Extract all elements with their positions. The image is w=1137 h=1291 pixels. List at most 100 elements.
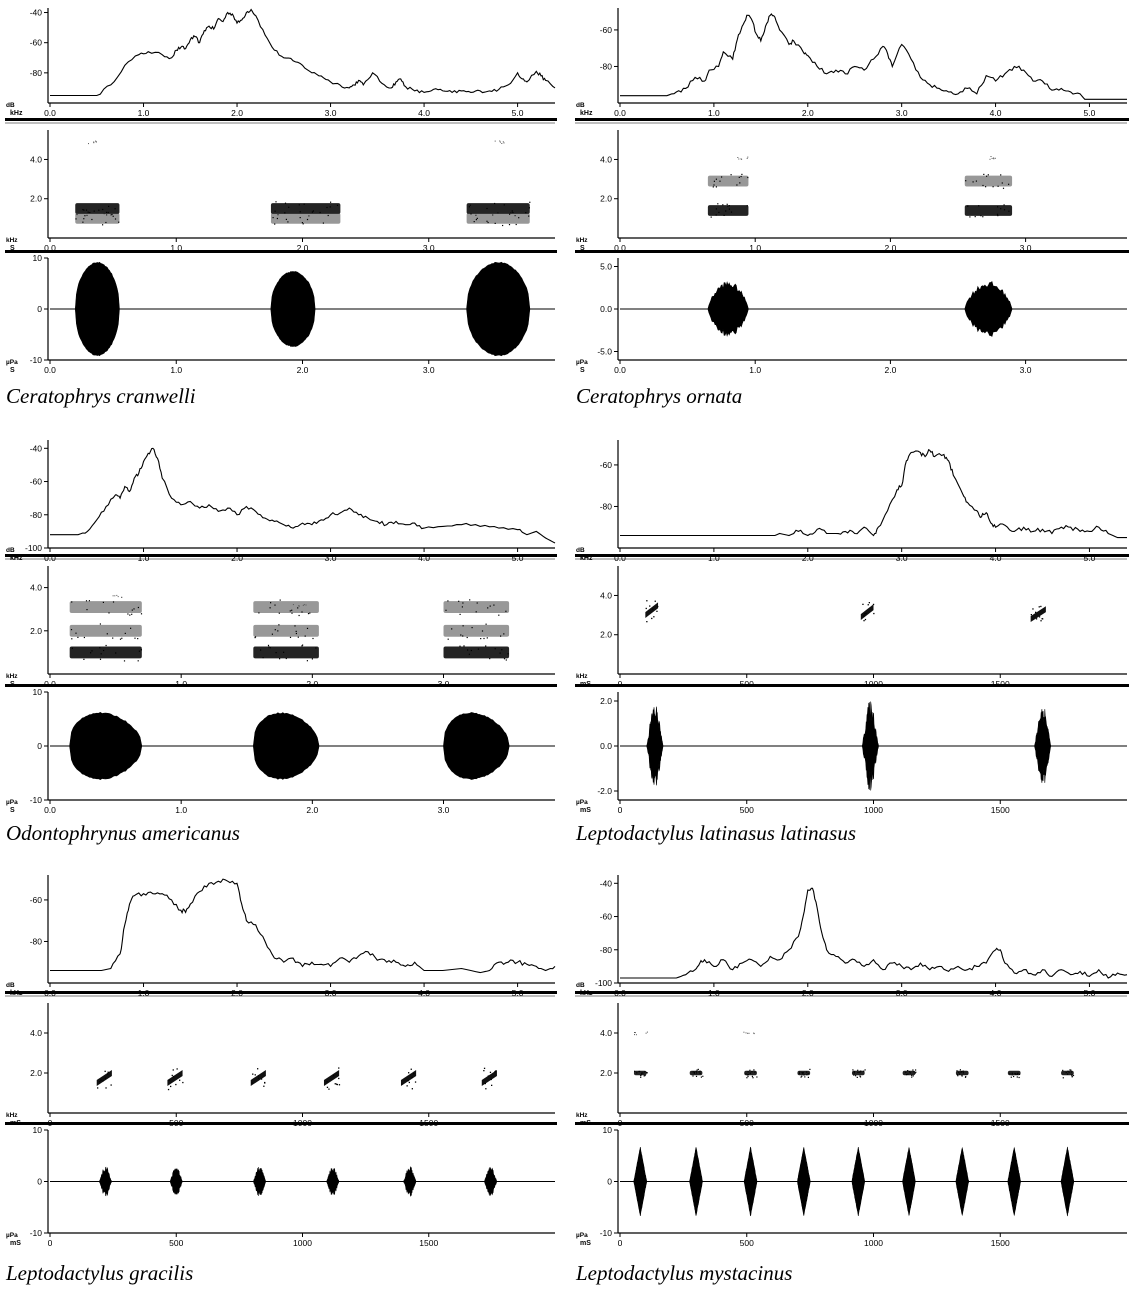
waveform-pulse <box>861 701 879 791</box>
spectrogram-speckle <box>741 158 743 160</box>
spectrogram-speckle <box>112 637 114 639</box>
spectrogram-speckle <box>338 1067 340 1069</box>
y-tick-label: -80 <box>600 61 613 71</box>
axis-unit-label: mS <box>10 1240 21 1247</box>
spectrogram-speckle <box>307 613 310 615</box>
spectrogram-speckle <box>1032 608 1034 610</box>
spectrogram-speckle <box>292 604 294 606</box>
spectrogram-speckle <box>260 649 262 651</box>
spectrogram-speckle <box>715 208 717 210</box>
spectrogram-speckle <box>634 1034 635 1036</box>
spectrogram-speckle <box>907 1070 909 1072</box>
spectrogram-speckle <box>114 208 116 210</box>
spectrogram-speckle <box>1003 209 1006 211</box>
spectrogram-speckle <box>336 204 339 206</box>
spectrogram-speckle <box>336 1083 338 1086</box>
waveform-pulse <box>646 706 664 786</box>
spectrogram-speckle <box>699 1072 701 1074</box>
spectrogram-speckle <box>413 1073 415 1075</box>
spectrogram-speckle <box>800 1076 802 1078</box>
spectrogram-note <box>707 175 749 187</box>
y-tick-label: 10 <box>33 687 43 697</box>
waveform-pulse <box>443 712 510 780</box>
spectrogram-speckle <box>274 223 276 225</box>
axis-unit-label: kHz <box>10 110 23 117</box>
spectrogram-speckle <box>501 143 503 144</box>
spectrogram-speckle <box>728 205 730 207</box>
spectrogram-chart: 2.04.0050010001500kHzmS <box>5 991 557 1128</box>
spectrogram-speckle <box>644 1071 646 1073</box>
spectrogram-speckle <box>480 638 482 640</box>
x-tick-label: 3.0 <box>1020 365 1032 375</box>
spectrogram-speckle <box>1002 187 1005 189</box>
spectrogram-speckle <box>172 1075 175 1078</box>
spectrogram-note <box>69 601 142 613</box>
spectrogram-speckle <box>801 1072 803 1074</box>
spectrogram-speckle <box>98 1081 101 1083</box>
spectrogram-speckle <box>653 616 655 618</box>
x-tick-label: 4.0 <box>418 108 430 118</box>
spectrogram-speckle <box>172 1069 174 1071</box>
spectrogram-speckle <box>294 625 296 627</box>
spectrogram-speckle <box>746 1077 748 1079</box>
spectrum-line <box>50 447 556 544</box>
spectrogram-speckle <box>93 210 95 212</box>
spectrogram-speckle <box>857 1069 859 1071</box>
spectrogram-speckle <box>338 1084 341 1086</box>
spectrogram-speckle <box>278 624 280 626</box>
spectrogram-speckle <box>170 1085 172 1088</box>
spectrogram-speckle <box>499 140 501 142</box>
spectrogram-speckle <box>328 1088 330 1090</box>
spectrogram-speckle <box>802 1073 804 1075</box>
spectrogram-speckle <box>972 181 974 183</box>
spectrogram-speckle <box>490 1078 492 1081</box>
spectrogram-speckle <box>646 1031 648 1033</box>
axis-unit-label: dB <box>576 547 585 554</box>
spectrogram-speckle <box>1035 611 1037 613</box>
y-tick-label: -80 <box>30 68 43 78</box>
spectrogram-speckle <box>411 1088 413 1090</box>
spectrogram-speckle <box>740 158 742 160</box>
waveform-pulse <box>1007 1146 1021 1217</box>
spectrogram-speckle <box>86 609 88 611</box>
x-tick-label: 1.0 <box>138 553 150 563</box>
spectrogram-speckle <box>1068 1071 1070 1073</box>
spectrogram-speckle <box>726 203 728 205</box>
spectrogram-speckle <box>749 1072 751 1074</box>
x-tick-label: 0.0 <box>44 365 56 375</box>
spectrogram-speckle <box>106 211 108 213</box>
spectrogram-speckle <box>997 185 999 187</box>
y-tick-label: 2.0 <box>600 1068 612 1078</box>
spectrogram-speckle <box>1001 182 1003 184</box>
spectrogram-speckle <box>986 175 988 177</box>
spectrogram-speckle <box>958 1071 960 1074</box>
spectrogram-speckle <box>959 1069 961 1071</box>
spectrogram-speckle <box>301 222 303 224</box>
spectrogram-speckle <box>745 1032 747 1034</box>
spectrogram-speckle <box>636 1072 638 1074</box>
axis-unit-label: µPa <box>6 799 18 806</box>
spectrogram-speckle <box>1018 1073 1021 1075</box>
spectrogram-speckle <box>985 186 987 188</box>
spectrogram-speckle <box>853 1074 855 1076</box>
spectrogram-speckle <box>959 1073 961 1075</box>
y-tick-label: -10 <box>30 355 43 365</box>
spectrogram-note <box>707 205 749 216</box>
spectrogram-speckle <box>1067 1070 1069 1072</box>
y-tick-label: 10 <box>603 1125 613 1135</box>
spectrogram-speckle <box>656 610 658 612</box>
spectrogram-speckle <box>503 204 505 206</box>
axis-unit-label: kHz <box>576 237 588 244</box>
spectrogram-speckle <box>306 627 309 629</box>
x-tick-label: 500 <box>740 1238 754 1248</box>
spectrogram-speckle <box>728 208 730 210</box>
y-tick-label: -40 <box>30 443 43 453</box>
spectrogram-speckle <box>137 660 139 662</box>
spectrogram-speckle <box>752 1077 754 1079</box>
spectrogram-speckle <box>644 1074 646 1077</box>
spectrogram-note <box>323 1070 340 1086</box>
spectrogram-note <box>270 212 341 224</box>
y-tick-label: -60 <box>30 477 43 487</box>
